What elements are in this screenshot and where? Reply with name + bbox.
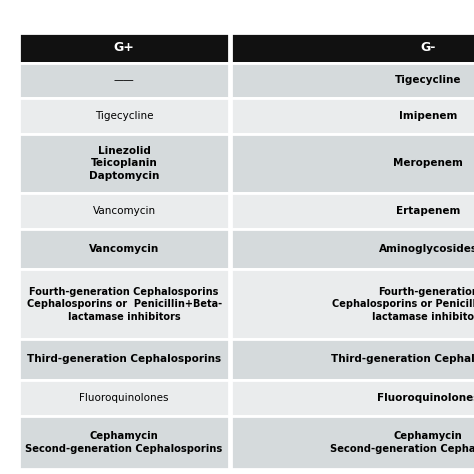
Text: Fluoroquinolones: Fluoroquinolones <box>79 392 169 403</box>
Text: Third-generation Cephalosporins: Third-generation Cephalosporins <box>331 355 474 365</box>
Text: G-: G- <box>420 41 436 55</box>
Text: Fluoroquinolones: Fluoroquinolones <box>377 392 474 403</box>
Text: Cephamycin
Second-generation Cephalosporins: Cephamycin Second-generation Cephalospor… <box>329 431 474 454</box>
Text: Meropenem: Meropenem <box>393 158 463 168</box>
Text: G+: G+ <box>114 41 135 55</box>
Text: Cephamycin
Second-generation Cephalosporins: Cephamycin Second-generation Cephalospor… <box>26 431 223 454</box>
Text: Tigecycline: Tigecycline <box>95 111 153 121</box>
Text: Linezolid
Teicoplanin
Daptomycin: Linezolid Teicoplanin Daptomycin <box>89 146 159 181</box>
Text: Fourth-generation
Cephalosporins or Penicillin+Beta-
lactamase inhibitors: Fourth-generation Cephalosporins or Peni… <box>332 287 474 321</box>
Text: Imipenem: Imipenem <box>399 111 457 121</box>
Text: Aminoglycosides: Aminoglycosides <box>379 244 474 254</box>
Text: Vancomycin: Vancomycin <box>92 206 155 216</box>
Text: Tigecycline: Tigecycline <box>395 75 461 85</box>
Text: Fourth-generation Cephalosporins
Cephalosporins or  Penicillin+Beta-
lactamase i: Fourth-generation Cephalosporins Cephalo… <box>27 287 222 321</box>
Text: Vancomycin: Vancomycin <box>89 244 159 254</box>
Text: ——: —— <box>114 75 135 85</box>
Text: Third-generation Cephalosporins: Third-generation Cephalosporins <box>27 355 221 365</box>
Text: Ertapenem: Ertapenem <box>396 206 460 216</box>
